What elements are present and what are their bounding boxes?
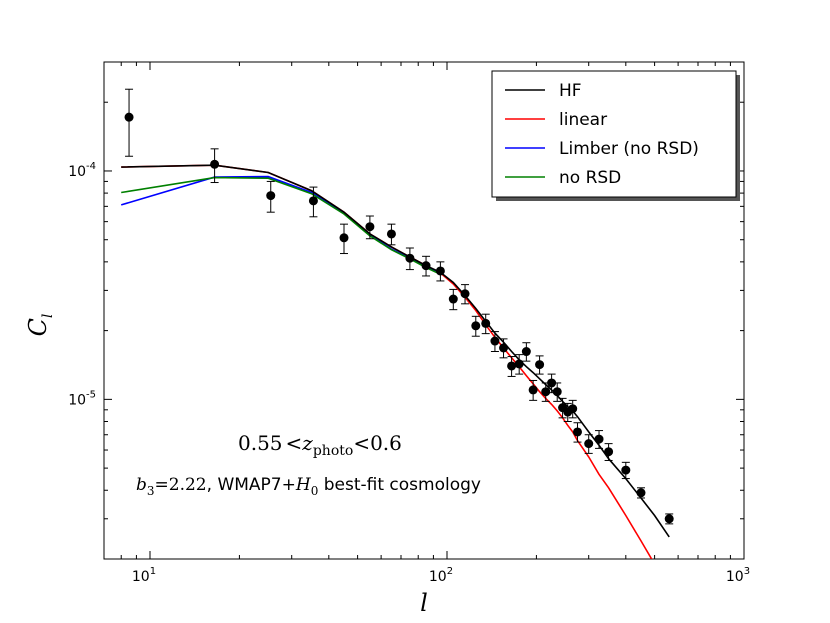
- series-line-no-rsd: [121, 176, 441, 276]
- data-point: [621, 461, 631, 480]
- data-point: [594, 430, 604, 449]
- data-point: [507, 356, 517, 377]
- x-tick-label: 103: [726, 566, 750, 585]
- data-point: [636, 487, 646, 499]
- legend-entry: HF: [505, 81, 582, 101]
- legend-label: HF: [559, 81, 582, 101]
- redshift-range-annotation: 0.55 <zphoto<0.6: [238, 431, 402, 459]
- legend-box: [491, 70, 737, 198]
- data-point: [499, 338, 509, 359]
- data-point: [471, 315, 481, 337]
- legend-entry: Limber (no RSD): [505, 139, 699, 159]
- data-points: [124, 88, 674, 525]
- data-point: [521, 342, 531, 362]
- data-point: [386, 223, 396, 246]
- legend: HF linear Limber (no RSD) no RSD: [491, 70, 740, 201]
- data-point: [528, 379, 538, 401]
- x-tick-label: 102: [429, 566, 453, 585]
- legend-entry: linear: [505, 110, 607, 130]
- data-point: [405, 247, 415, 271]
- data-point: [572, 422, 582, 443]
- data-point: [448, 288, 458, 311]
- y-tick-label: 10-5: [68, 389, 96, 408]
- data-point: [541, 382, 551, 402]
- data-point: [460, 284, 470, 305]
- y-axis-label: Cl: [24, 314, 56, 337]
- legend-label: linear: [559, 110, 607, 130]
- legend-label: Limber (no RSD): [559, 139, 699, 159]
- data-point: [481, 313, 491, 335]
- data-point: [568, 399, 578, 419]
- data-point: [124, 88, 134, 157]
- legend-label: no RSD: [559, 168, 621, 188]
- data-point: [435, 261, 445, 282]
- data-point: [490, 331, 500, 353]
- data-point: [365, 215, 375, 240]
- data-point: [547, 373, 557, 394]
- legend-entry: no RSD: [505, 168, 621, 188]
- data-point: [535, 355, 545, 375]
- x-axis-label: l: [420, 589, 428, 617]
- data-point: [584, 434, 594, 454]
- data-point: [514, 354, 524, 375]
- data-point: [664, 513, 674, 525]
- ticks-layer: 101 102 103 10-4 10-5: [68, 62, 750, 585]
- cosmology-annotation: b3=2.22, WMAP7+H0 best-fit cosmology: [136, 475, 481, 498]
- data-point: [308, 186, 318, 218]
- x-tick-label: 101: [132, 566, 156, 585]
- data-point: [210, 148, 220, 184]
- data-point: [339, 223, 349, 255]
- data-point: [604, 443, 614, 461]
- data-point: [552, 382, 562, 402]
- y-tick-label: 10-4: [68, 161, 96, 180]
- data-point: [266, 180, 276, 213]
- data-point: [421, 255, 431, 277]
